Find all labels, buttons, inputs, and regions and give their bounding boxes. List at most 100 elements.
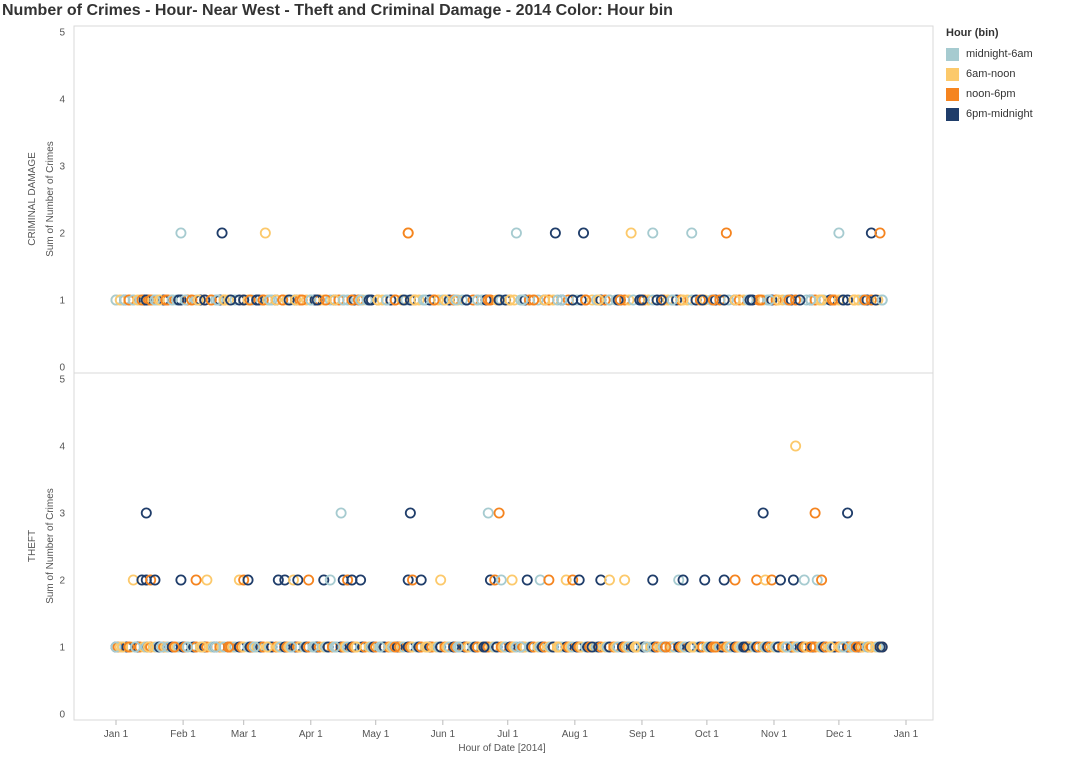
- data-point: [521, 574, 533, 586]
- data-point: [166, 294, 178, 306]
- data-point: [116, 641, 128, 653]
- data-point: [647, 227, 659, 239]
- data-point: [277, 294, 289, 306]
- data-point: [495, 574, 507, 586]
- chart-title: Number of Crimes - Hour- Near West - The…: [2, 2, 673, 19]
- panel-criminal-damage: CRIMINAL DAMAGE Sum of Number of Crimes …: [27, 25, 934, 374]
- data-point: [398, 294, 410, 306]
- data-point: [251, 294, 263, 306]
- data-point: [205, 294, 217, 306]
- data-point: [772, 294, 784, 306]
- data-point: [781, 641, 793, 653]
- data-point: [329, 641, 341, 653]
- legend-item-6am-noon[interactable]: 6am-noon: [946, 64, 1081, 84]
- data-point: [257, 294, 269, 306]
- data-point: [140, 507, 152, 519]
- data-point: [342, 294, 354, 306]
- data-point: [826, 294, 838, 306]
- data-point: [290, 294, 302, 306]
- data-point: [677, 574, 689, 586]
- data-point: [318, 574, 330, 586]
- data-point: [850, 641, 862, 653]
- data-point: [175, 227, 187, 239]
- data-point: [432, 294, 444, 306]
- data-point: [225, 294, 237, 306]
- data-point: [385, 294, 397, 306]
- data-point: [478, 641, 490, 653]
- data-point: [625, 227, 637, 239]
- data-point: [629, 641, 641, 653]
- data-point: [324, 574, 336, 586]
- data-point: [805, 294, 817, 306]
- data-point: [573, 574, 585, 586]
- data-point: [192, 294, 204, 306]
- data-point: [155, 641, 167, 653]
- data-point: [790, 294, 802, 306]
- data-point: [842, 507, 854, 519]
- data-point: [179, 294, 191, 306]
- x-axis: Jan 1 Feb 1 Mar 1 Apr 1 May 1 Jun 1 Jul 1 Aug 1…: [104, 720, 919, 740]
- data-point: [283, 294, 295, 306]
- data-point: [212, 294, 224, 306]
- data-point: [556, 294, 568, 306]
- data-point: [707, 294, 719, 306]
- data-point: [593, 294, 605, 306]
- data-point: [833, 227, 845, 239]
- data-point: [552, 294, 564, 306]
- legend-swatch-noon-6pm: [946, 87, 959, 101]
- legend-item-6pm-midnight[interactable]: 6pm-midnight: [946, 104, 1081, 124]
- data-point: [532, 294, 544, 306]
- y-tick-label: 0: [59, 710, 65, 721]
- panel-label-theft: THEFT: [27, 530, 38, 562]
- data-point: [238, 294, 250, 306]
- data-point: [837, 641, 849, 653]
- data-point: [350, 641, 362, 653]
- data-point: [805, 641, 817, 653]
- data-point: [244, 294, 256, 306]
- data-point: [355, 574, 367, 586]
- x-tick-label: Jan 1: [894, 729, 919, 740]
- data-point: [549, 227, 561, 239]
- data-point: [435, 574, 447, 586]
- data-point: [837, 294, 849, 306]
- data-point: [666, 294, 678, 306]
- data-point: [471, 294, 483, 306]
- legend-label: 6am-noon: [966, 68, 1016, 80]
- legend-item-midnight-6am[interactable]: midnight-6am: [946, 44, 1081, 64]
- data-point: [697, 294, 709, 306]
- data-point: [175, 574, 187, 586]
- data-point: [262, 641, 274, 653]
- data-point: [699, 574, 711, 586]
- panel-frame-criminal-damage: [73, 25, 934, 374]
- y-tick-label: 4: [59, 95, 65, 106]
- data-point: [515, 641, 527, 653]
- y-tick-label: 0: [59, 363, 65, 374]
- data-point: [859, 294, 871, 306]
- y-tick-label: 4: [59, 442, 65, 453]
- data-point: [428, 294, 440, 306]
- data-point: [461, 294, 473, 306]
- legend-swatch-midnight-6am: [946, 47, 959, 61]
- data-point: [603, 574, 615, 586]
- y-tick-label: 3: [59, 509, 65, 520]
- data-point: [660, 641, 672, 653]
- data-point: [870, 294, 882, 306]
- axis-title-x: Hour of Date [2014]: [458, 743, 545, 754]
- data-point: [560, 574, 572, 586]
- points-criminal-damage: [110, 227, 888, 306]
- data-point: [489, 574, 501, 586]
- data-point: [811, 574, 823, 586]
- data-point: [710, 641, 722, 653]
- data-point: [744, 294, 756, 306]
- data-point: [493, 294, 505, 306]
- legend-title: Hour (bin): [946, 27, 999, 39]
- data-point: [640, 641, 652, 653]
- data-point: [787, 574, 799, 586]
- legend-item-noon-6pm[interactable]: noon-6pm: [946, 84, 1081, 104]
- data-point: [181, 641, 193, 653]
- data-point: [718, 294, 730, 306]
- data-point: [874, 227, 886, 239]
- data-point: [848, 294, 860, 306]
- axis-title-y-criminal-damage: Sum of Number of Crimes: [45, 141, 56, 257]
- data-point: [673, 574, 685, 586]
